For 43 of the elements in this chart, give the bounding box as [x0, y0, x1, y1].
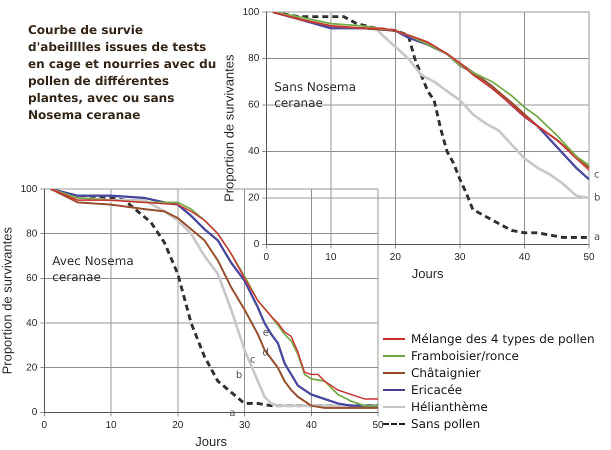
y-tick-label: 0 [32, 407, 38, 418]
x-tick-label: 50 [583, 252, 595, 264]
x-tick-label: 40 [518, 252, 530, 264]
y-tick-label: 40 [26, 318, 38, 329]
x-tick-label: 30 [238, 420, 251, 432]
x-tick-label: 30 [454, 252, 466, 264]
y-axis-title: Proportion de survivantes [221, 54, 236, 202]
x-tick-label: 40 [306, 420, 318, 432]
y-tick-label: 20 [248, 192, 260, 204]
annotation: b [594, 192, 600, 204]
annotation: b [236, 370, 242, 382]
legend-label: Ericacée [411, 382, 462, 396]
x-tick-label: 0 [264, 252, 270, 264]
y-tick-label: 100 [20, 184, 38, 195]
annotation: c [250, 354, 256, 366]
annotation: Sans Nosema ceranae [274, 80, 356, 110]
x-tick-label: 20 [390, 252, 402, 264]
annotation: c [594, 169, 600, 180]
x-tick-label: 10 [105, 420, 118, 432]
legend-label: Mélange des 4 types de pollen [411, 332, 595, 346]
x-axis-title: Jours [195, 434, 228, 449]
x-tick-label: 50 [372, 420, 384, 432]
annotation: Avec Nosema ceranae [52, 254, 134, 284]
y-axis-title: Proportion de survivantes [0, 226, 14, 374]
text: Courbe de survie d'abeilllles issues de tests en cage et nourries avec du pollen de différentes plantes, avec ou sans Nosema ceranae [28, 22, 218, 124]
y-tick-label: 40 [248, 146, 260, 158]
y-tick-label: 80 [26, 228, 38, 240]
y-tick-label: 0 [254, 239, 260, 250]
y-tick-label: 60 [248, 100, 260, 111]
x-tick-label: 20 [172, 420, 184, 432]
legend-label: Framboisier/ronce [411, 348, 519, 362]
x-axis-title: Jours [412, 266, 444, 281]
legend-label: Châtaignier [411, 366, 481, 380]
annotation: e [262, 328, 269, 339]
y-tick-label: 80 [248, 53, 260, 64]
x-tick-label: 0 [42, 420, 48, 432]
legend-label: Hélianthème [411, 400, 488, 414]
legend-label: Sans pollen [411, 416, 480, 430]
annotation: a [594, 232, 600, 244]
y-tick-label: 20 [26, 362, 38, 374]
x-tick-label: 10 [325, 252, 337, 264]
y-tick-label: 100 [242, 6, 260, 18]
y-tick-label: 60 [26, 273, 38, 284]
